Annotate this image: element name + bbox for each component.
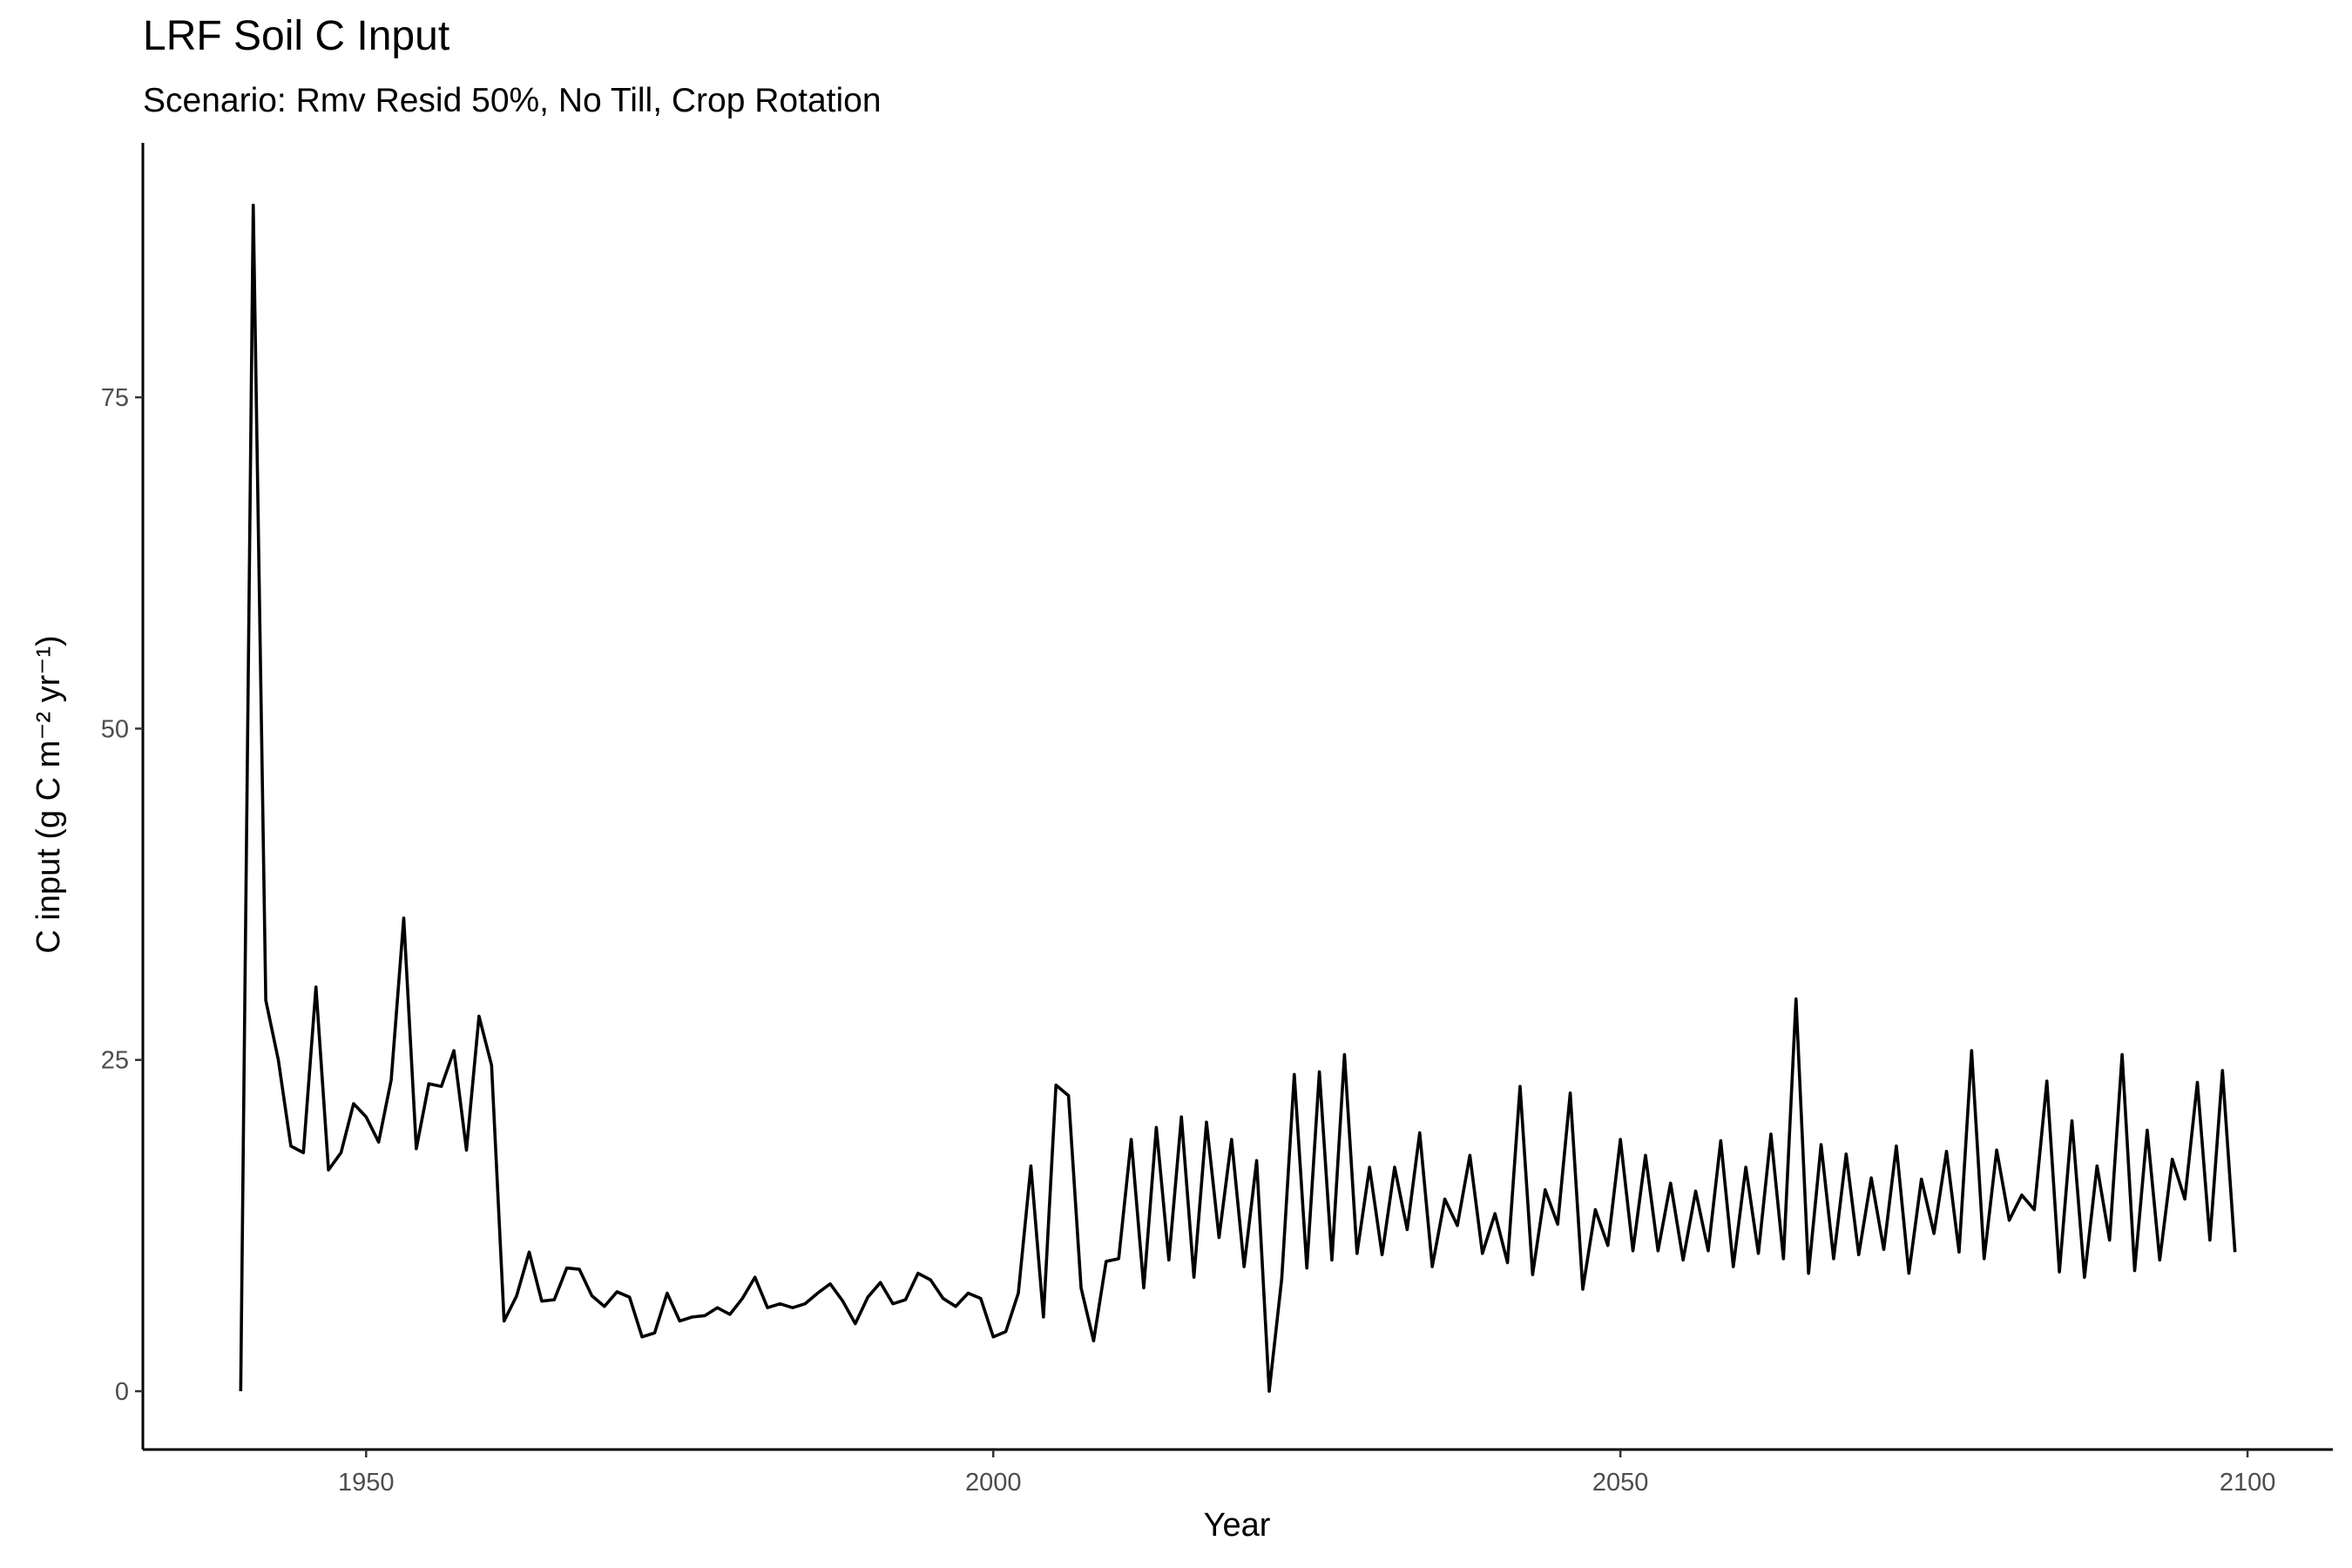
- chart-title: LRF Soil C Input: [143, 13, 449, 59]
- x-tick-label: 2000: [965, 1469, 1022, 1497]
- y-axis-title: C input (g C m⁻² yr⁻¹): [30, 635, 67, 953]
- x-axis-title: Year: [1204, 1507, 1271, 1544]
- y-tick-label: 25: [101, 1047, 129, 1075]
- y-tick-label: 75: [101, 384, 129, 412]
- x-tick-label: 2100: [2220, 1469, 2276, 1497]
- x-tick-label: 2050: [1592, 1469, 1649, 1497]
- data-line: [239, 203, 2237, 1393]
- y-tick-label: 50: [101, 715, 129, 743]
- chart-subtitle: Scenario: Rmv Resid 50%, No Till, Crop R…: [143, 82, 882, 119]
- x-tick-label: 1950: [338, 1469, 395, 1497]
- y-tick-label: 0: [115, 1378, 129, 1406]
